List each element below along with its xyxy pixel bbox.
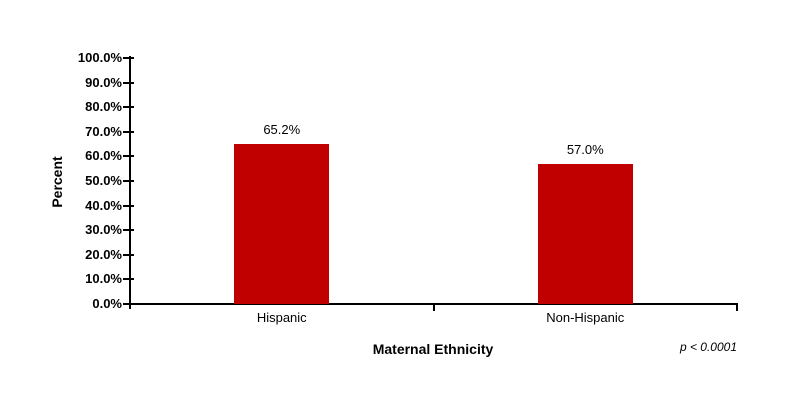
p-value-annotation: p < 0.0001 <box>679 340 737 354</box>
y-tick-mark <box>123 155 134 158</box>
y-tick-label: 0.0% <box>92 296 122 311</box>
y-tick-mark <box>123 303 134 305</box>
y-tick-label: 40.0% <box>85 197 122 213</box>
x-tick-mark <box>736 303 738 311</box>
y-tick-mark <box>123 130 134 133</box>
y-tick-label: 60.0% <box>85 148 122 164</box>
y-tick-label: 100.0% <box>77 50 122 65</box>
y-axis-line <box>129 56 131 309</box>
y-tick-mark <box>123 278 134 281</box>
bar-value-label: 65.2% <box>263 121 301 137</box>
y-tick-label: 10.0% <box>85 271 122 287</box>
bar-value-label: 57.0% <box>566 141 604 157</box>
y-tick-label: 80.0% <box>85 99 122 115</box>
category-label: Non-Hispanic <box>546 310 625 325</box>
y-tick-mark <box>123 204 134 207</box>
y-tick-label: 90.0% <box>85 74 122 90</box>
bar-hispanic <box>234 143 330 304</box>
y-tick-mark <box>123 229 134 232</box>
y-tick-mark <box>123 180 134 182</box>
category-label: Hispanic <box>256 310 307 325</box>
y-tick-label: 20.0% <box>85 246 122 262</box>
y-tick-label: 50.0% <box>85 173 122 188</box>
y-tick-mark <box>123 81 134 84</box>
y-tick-label: 70.0% <box>85 123 122 139</box>
y-tick-mark <box>123 57 134 59</box>
x-axis-title: Maternal Ethnicity <box>372 341 494 357</box>
x-tick-mark <box>432 303 435 311</box>
bar-non-hispanic <box>537 163 633 304</box>
y-tick-mark <box>123 253 134 256</box>
y-tick-label: 30.0% <box>85 222 122 238</box>
y-tick-mark <box>123 106 134 109</box>
